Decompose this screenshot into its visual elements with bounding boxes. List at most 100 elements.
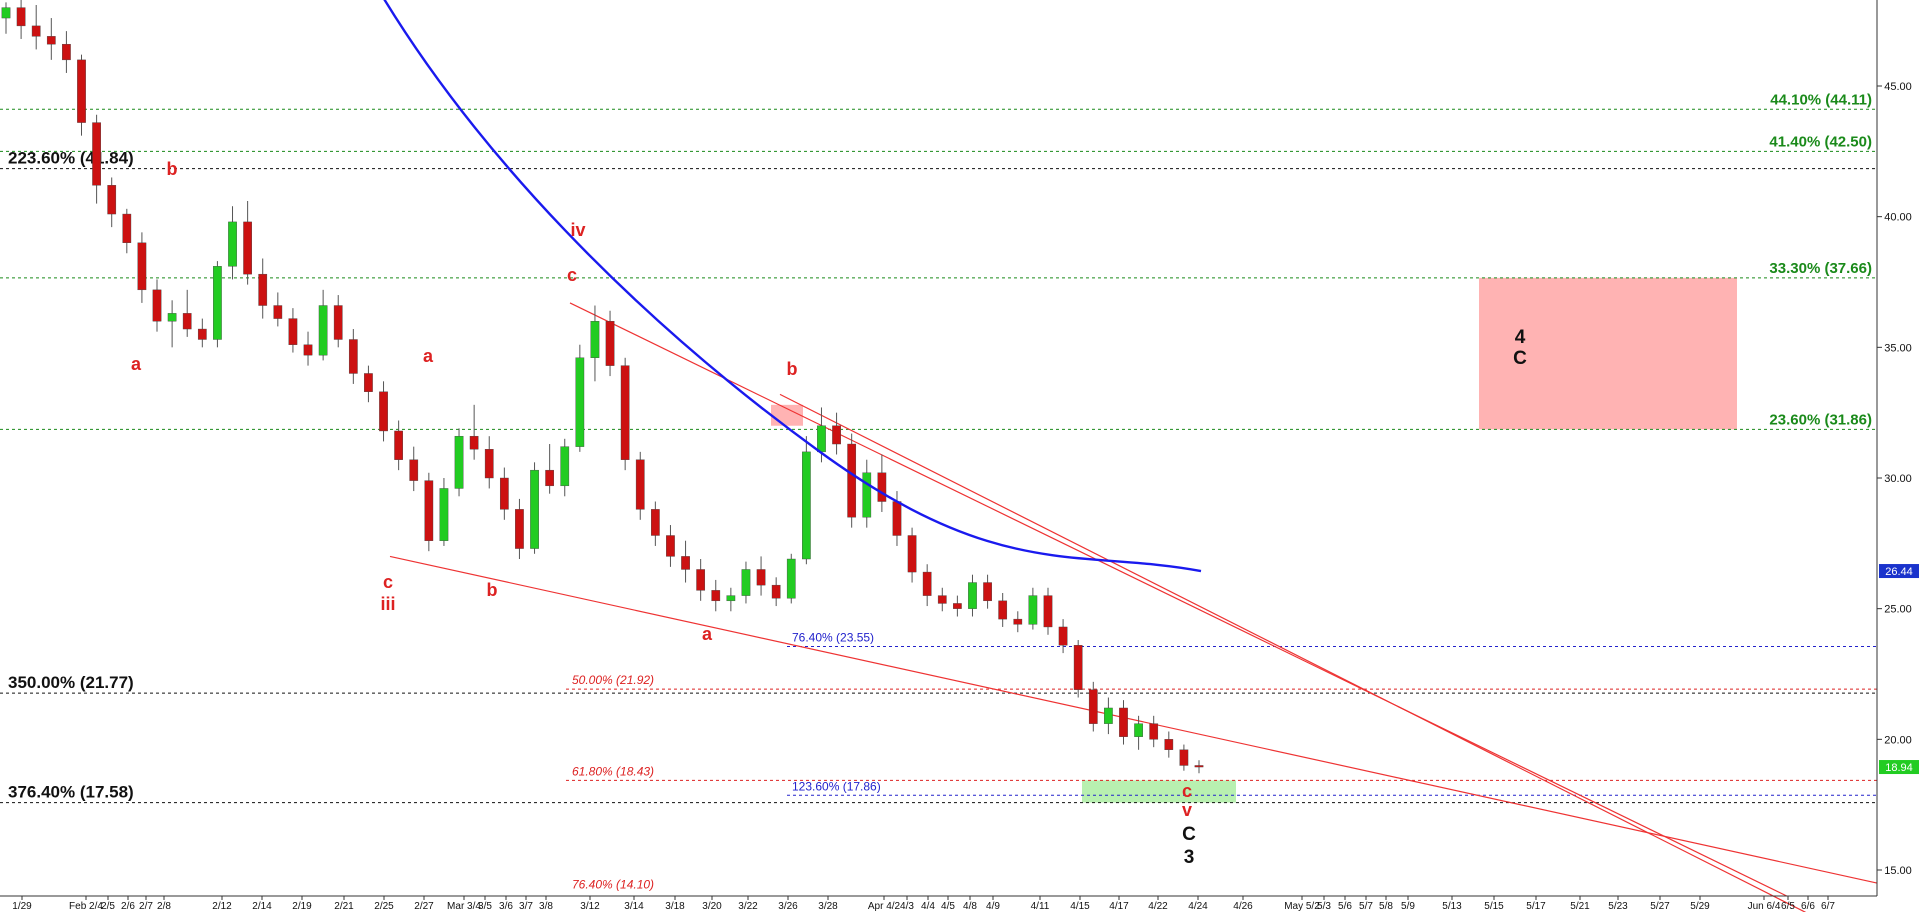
level-21-92-label: 50.00% (21.92) (572, 673, 654, 687)
candle-body (1058, 626, 1068, 646)
level-31-86-label: 23.60% (31.86) (1769, 411, 1872, 428)
candle (590, 305, 600, 382)
x-tick-label: 2/27 (414, 901, 434, 912)
x-tick-label: 2/14 (252, 901, 272, 912)
candle (711, 579, 721, 612)
candle (1013, 611, 1023, 633)
candle (575, 344, 585, 452)
wave-label-c: c (567, 265, 577, 285)
candle (862, 459, 872, 528)
candle-body (696, 569, 706, 591)
candle (409, 446, 419, 492)
x-tick-label: 4/11 (1031, 901, 1050, 912)
trend-line-3 (779, 393, 1817, 917)
y-tick-label: 45.00 (1884, 81, 1912, 93)
target-zones (771, 277, 1737, 803)
candle-body (152, 289, 162, 322)
candle-body (454, 435, 464, 489)
candle (167, 300, 177, 348)
candle (62, 31, 71, 73)
candle-body (590, 321, 600, 358)
candle-body (16, 7, 26, 27)
candle (364, 365, 373, 403)
level-17-58-label: 376.40% (17.58) (8, 783, 134, 802)
candle-body (167, 313, 177, 322)
candle-body (847, 443, 857, 518)
price-tag-label: 18.94 (1885, 762, 1913, 774)
wave-label-C: C (1182, 824, 1196, 845)
x-tick-label: 4/26 (1233, 901, 1253, 912)
candle-body (560, 446, 570, 487)
candle-body (907, 535, 917, 573)
x-tick-label: 5/17 (1526, 901, 1546, 912)
y-tick-label: 40.00 (1884, 212, 1912, 224)
x-tick-label: 2/25 (374, 901, 394, 912)
candle (1104, 697, 1113, 735)
candle (484, 436, 494, 489)
x-tick-label: 6/5 (1781, 901, 1795, 912)
wave-label-a: a (131, 354, 142, 374)
candle (1073, 640, 1083, 698)
x-tick-label: 5/13 (1442, 901, 1462, 912)
x-tick-label: 6/7 (1821, 901, 1835, 912)
x-tick-label: 3/8 (539, 901, 553, 912)
candle (499, 467, 509, 520)
candle (303, 331, 313, 366)
x-tick-label: 5/6 (1338, 901, 1352, 912)
candle (877, 454, 887, 512)
candle-body (741, 569, 751, 596)
candle-body (364, 373, 373, 392)
fib-levels: 44.10% (44.11) 41.40% (42.50) 223.60% (41.… (0, 91, 1877, 892)
level-44-11-label: 44.10% (44.11) (1770, 91, 1872, 108)
candle (771, 577, 781, 607)
candle (922, 564, 932, 607)
x-tick-label: 5/7 (1359, 901, 1373, 912)
candle (454, 428, 464, 497)
candle-body (968, 582, 977, 609)
candle (726, 587, 736, 612)
level-14-1-label: 76.40% (14.10) (572, 878, 654, 892)
candle-body (1043, 595, 1053, 628)
x-tick-label: 4/9 (986, 901, 1000, 912)
candle (605, 310, 615, 377)
candle-body (817, 425, 826, 453)
y-tick-label: 15.00 (1884, 865, 1912, 877)
candle (560, 438, 570, 497)
candle (681, 540, 690, 583)
x-tick-label: 3/18 (665, 901, 685, 912)
candle (651, 501, 660, 546)
candle (318, 289, 328, 361)
candle (107, 177, 117, 228)
candle (31, 4, 41, 50)
moving-average-line (383, 0, 1202, 573)
candle-body (394, 430, 403, 460)
candle (953, 595, 962, 617)
level-42-5-label: 41.40% (42.50) (1769, 133, 1872, 150)
y-tick-label: 30.00 (1884, 473, 1912, 485)
candle (786, 553, 796, 604)
candle (1028, 587, 1038, 630)
candle (394, 420, 403, 471)
price-tag-box (1879, 564, 1919, 579)
x-tick-label: 4/24 (1188, 901, 1208, 912)
candle-body (1028, 595, 1038, 625)
candle (439, 478, 449, 546)
candle (696, 559, 706, 601)
trend-line-2 (389, 555, 1878, 884)
candle-body (892, 501, 902, 536)
candle-body (756, 569, 766, 586)
x-tick-label: 2/21 (334, 901, 354, 912)
candle-body (635, 459, 645, 510)
candle (1194, 760, 1204, 774)
candle-body (681, 556, 690, 570)
wave-label-iii: iii (380, 594, 395, 614)
candle-body (1, 7, 11, 19)
candle-body (832, 425, 841, 445)
candle-body (862, 472, 872, 518)
candle-body (484, 449, 494, 479)
candle-body (1164, 739, 1174, 750)
candle (1, 2, 11, 34)
candle (968, 574, 977, 617)
x-tick-label: 5/9 (1401, 901, 1415, 912)
